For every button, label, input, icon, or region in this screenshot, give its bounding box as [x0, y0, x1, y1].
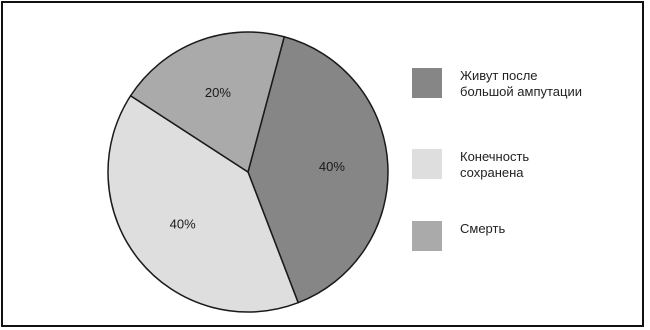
legend-swatch-amputation — [412, 68, 442, 98]
pie-slice-limb-saved — [107, 95, 299, 313]
slice-value-label-death: 20% — [205, 85, 231, 100]
legend-item-limb-saved: Конечность сохранена — [412, 149, 632, 189]
legend-swatch-death — [412, 221, 442, 251]
pie-slice-labels: 40% 40% 20% — [170, 85, 346, 231]
slice-value-label-limb-saved: 40% — [170, 216, 196, 231]
pie-slice-amputation — [247, 36, 389, 304]
slice-value-label-amputation: 40% — [319, 159, 345, 174]
pie-slice-death — [129, 31, 285, 173]
pie-slices — [107, 31, 389, 313]
legend-swatch-limb-saved — [412, 149, 442, 179]
legend-item-amputation: Живут после большой ампутации — [412, 68, 632, 108]
legend-label-limb-saved: Конечность сохранена — [460, 149, 530, 180]
legend-label-amputation: Живут после большой ампутации — [460, 68, 582, 99]
legend-label-death: Смерть — [460, 221, 506, 236]
legend-item-death: Смерть — [412, 221, 632, 261]
